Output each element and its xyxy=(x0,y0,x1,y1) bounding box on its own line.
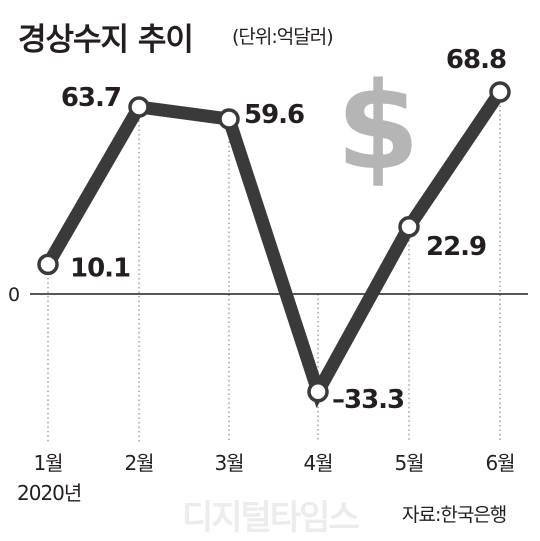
chart-title: 경상수지 추이 xyxy=(18,22,194,58)
data-point xyxy=(489,81,511,103)
x-tick-label: 5월 xyxy=(394,451,423,475)
x-tick-label: 6월 xyxy=(485,451,514,475)
data-markers xyxy=(37,81,511,403)
guide-lines xyxy=(47,92,501,442)
data-point xyxy=(218,108,240,130)
series-polyline xyxy=(42,88,506,409)
data-label: 22.9 xyxy=(426,232,486,262)
data-point xyxy=(37,253,59,276)
x-tick-label: 3월 xyxy=(214,451,243,475)
x-tick-labels: 1월 2월 3월 4월 5월 6월 xyxy=(33,451,515,475)
x-tick-label: 1월 xyxy=(33,451,62,475)
data-point xyxy=(128,96,150,118)
data-labels: 10.1 63.7 59.6 –33.3 22.9 68.8 xyxy=(61,45,507,415)
x-tick-label: 2월 xyxy=(124,451,153,475)
dollar-sign-icon: $ xyxy=(336,58,420,197)
x-tick-label: 4월 xyxy=(303,451,332,475)
data-label: 63.7 xyxy=(61,83,121,113)
source-label: 자료:한국은행 xyxy=(402,504,507,526)
unit-label: (단위:억달러) xyxy=(232,26,334,48)
data-label: 68.8 xyxy=(446,45,506,75)
zero-axis: 0 xyxy=(8,284,528,306)
zero-axis-label: 0 xyxy=(8,284,20,306)
watermark-text: 디지털타임스 xyxy=(182,498,360,538)
series-line xyxy=(42,88,506,409)
svg-text:$: $ xyxy=(336,58,420,197)
data-label: 10.1 xyxy=(70,253,130,283)
data-point xyxy=(398,216,420,238)
data-label: 59.6 xyxy=(244,100,304,130)
year-label: 2020년 xyxy=(17,481,82,505)
data-point xyxy=(307,381,329,403)
data-label: –33.3 xyxy=(332,385,404,415)
